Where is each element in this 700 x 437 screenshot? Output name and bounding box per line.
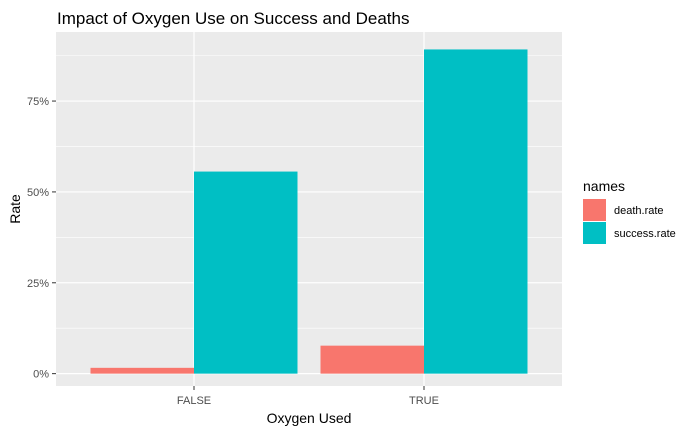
x-tick-label: TRUE: [409, 395, 439, 407]
y-tick-label: 25%: [27, 278, 49, 290]
y-axis: 0% 25% 50% 75%: [27, 96, 56, 381]
bars: [90, 49, 528, 374]
bar-success-rate-true: [424, 49, 528, 374]
legend-swatch-death-rate: [583, 199, 606, 221]
legend-swatch-success-rate: [583, 222, 606, 244]
y-tick-label: 75%: [27, 96, 49, 108]
y-tick-label: 50%: [27, 187, 49, 199]
bar-success-rate-false: [194, 171, 298, 374]
legend-label: success.rate: [614, 228, 676, 240]
legend-title: names: [583, 178, 625, 194]
y-tick-label: 0%: [33, 369, 49, 381]
x-axis: FALSE TRUE: [177, 386, 439, 407]
y-axis-title: Rate: [7, 194, 23, 224]
chart-title: Impact of Oxygen Use on Success and Deat…: [57, 9, 409, 28]
legend-label: death.rate: [614, 205, 664, 217]
legend: names death.rate success.rate: [583, 178, 676, 244]
x-axis-title: Oxygen Used: [267, 410, 352, 426]
bar-death-rate-true: [320, 345, 424, 374]
bar-death-rate-false: [90, 367, 194, 374]
x-tick-label: FALSE: [177, 395, 211, 407]
